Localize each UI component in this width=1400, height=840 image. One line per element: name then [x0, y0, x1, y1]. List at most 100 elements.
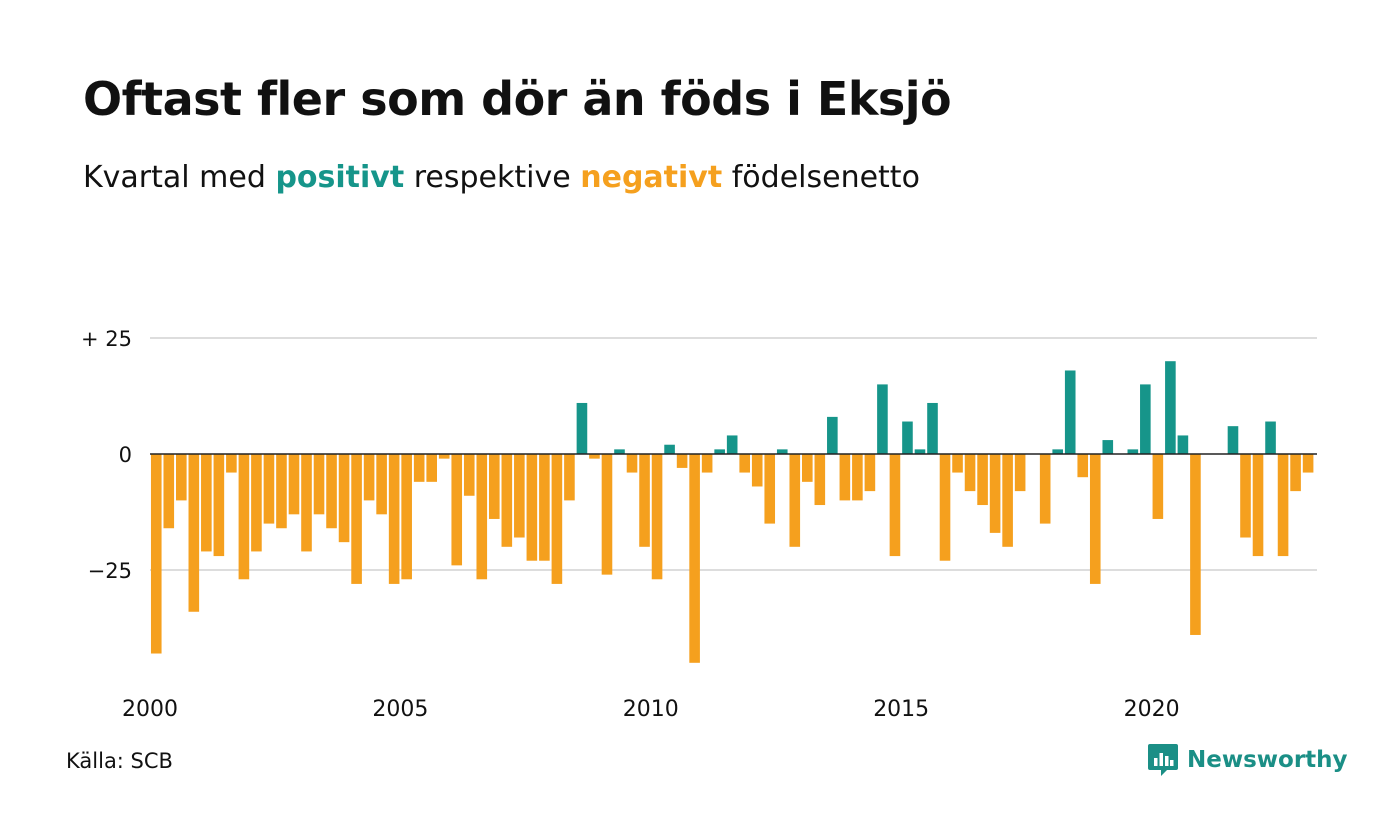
- bar-negative: [526, 454, 538, 561]
- subtitle-pre: Kvartal med: [83, 160, 266, 195]
- bar-positive: [1127, 449, 1139, 454]
- bar-negative: [351, 454, 362, 584]
- legend-negative: negativt: [580, 160, 723, 195]
- chart-title: Oftast fler som dör än föds i Eksjö: [83, 72, 952, 126]
- brand-logo: Newsworthy: [1147, 742, 1348, 778]
- bar-positive: [927, 402, 938, 454]
- bar-negative: [251, 454, 262, 552]
- bar-negative: [313, 454, 325, 515]
- bar-negative: [489, 454, 500, 519]
- x-tick-label: 2020: [1124, 697, 1180, 722]
- bar-negative: [201, 454, 212, 552]
- bar-negative: [301, 454, 312, 552]
- bar-positive: [914, 449, 926, 454]
- bar-negative: [564, 454, 575, 501]
- bar-positive: [1140, 384, 1151, 454]
- bar-negative: [426, 454, 437, 482]
- bar-negative: [338, 454, 350, 543]
- legend-positive: positivt: [275, 160, 405, 195]
- bar-negative: [751, 454, 763, 487]
- bar-negative: [1190, 454, 1201, 635]
- bar-negative: [626, 454, 638, 473]
- bar-negative: [363, 454, 375, 501]
- bar-negative: [176, 454, 187, 501]
- bar-negative: [539, 454, 550, 561]
- bar-negative: [789, 454, 801, 547]
- x-tick-label: 2010: [623, 697, 679, 722]
- x-tick-label: 2005: [372, 697, 428, 722]
- bar-positive: [714, 449, 725, 454]
- x-tick-label: 2000: [122, 697, 178, 722]
- bar-negative: [1152, 454, 1164, 519]
- bar-positive: [902, 421, 913, 454]
- bar-negative: [601, 454, 613, 575]
- bar-negative: [1039, 454, 1051, 524]
- bar-negative: [764, 454, 776, 524]
- bar-positive: [877, 384, 888, 454]
- bar-negative: [388, 454, 400, 584]
- bar-negative: [939, 454, 951, 561]
- bar-negative: [188, 454, 200, 612]
- bar-negative: [589, 454, 600, 459]
- bar-negative: [802, 454, 813, 482]
- bar-negative: [163, 454, 175, 529]
- bar-negative: [852, 454, 863, 501]
- x-tick-label: 2015: [873, 697, 929, 722]
- bar-negative: [839, 454, 851, 501]
- bar-positive: [576, 402, 588, 454]
- bar-positive: [1165, 361, 1176, 454]
- bar-negative: [952, 454, 963, 473]
- bar-negative: [438, 454, 450, 459]
- bar-chart-logo-icon: [1148, 744, 1178, 776]
- bar-negative: [1240, 454, 1251, 538]
- bar-negative: [689, 454, 700, 663]
- bar-negative: [276, 454, 287, 529]
- bar-positive: [664, 444, 675, 454]
- bar-positive: [776, 449, 788, 454]
- subtitle-post: födelsenetto: [731, 160, 920, 195]
- bar-negative: [1252, 454, 1264, 557]
- bar-negative: [326, 454, 337, 529]
- source-note: Källa: SCB: [66, 749, 173, 773]
- brand-name: Newsworthy: [1187, 747, 1348, 773]
- bar-negative: [864, 454, 876, 492]
- bar-negative: [226, 454, 237, 473]
- bar-negative: [1002, 454, 1013, 547]
- bar-negative: [1290, 454, 1301, 492]
- bar-positive: [1102, 440, 1114, 454]
- subtitle-mid: respektive: [413, 160, 571, 195]
- bar-positive: [1227, 426, 1239, 454]
- bar-negative: [150, 454, 162, 654]
- bar-positive: [1052, 449, 1063, 454]
- bar-positive: [1064, 370, 1076, 454]
- bar-negative: [701, 454, 713, 473]
- y-tick-label: + 25: [81, 327, 132, 351]
- bar-negative: [889, 454, 901, 557]
- bar-negative: [514, 454, 525, 538]
- bar-negative: [551, 454, 563, 584]
- bar-negative: [263, 454, 275, 524]
- bar-positive: [1265, 421, 1276, 454]
- bar-negative: [964, 454, 976, 492]
- bar-negative: [476, 454, 488, 580]
- bar-positive: [614, 449, 625, 454]
- bar-positive: [726, 435, 738, 454]
- bar-negative: [463, 454, 475, 496]
- bar-positive: [1177, 435, 1189, 454]
- bar-positive: [827, 416, 838, 454]
- bar-negative: [238, 454, 250, 580]
- y-tick-label: 0: [119, 443, 132, 467]
- bar-negative: [1302, 454, 1314, 473]
- bar-negative: [376, 454, 387, 515]
- bar-negative: [213, 454, 225, 557]
- bar-negative: [977, 454, 988, 506]
- bar-negative: [651, 454, 663, 580]
- bar-negative: [1277, 454, 1289, 557]
- bar-negative: [501, 454, 513, 547]
- bar-negative: [739, 454, 750, 473]
- bar-negative: [288, 454, 300, 515]
- bar-negative: [989, 454, 1001, 533]
- bar-negative: [814, 454, 826, 506]
- bar-negative: [401, 454, 412, 580]
